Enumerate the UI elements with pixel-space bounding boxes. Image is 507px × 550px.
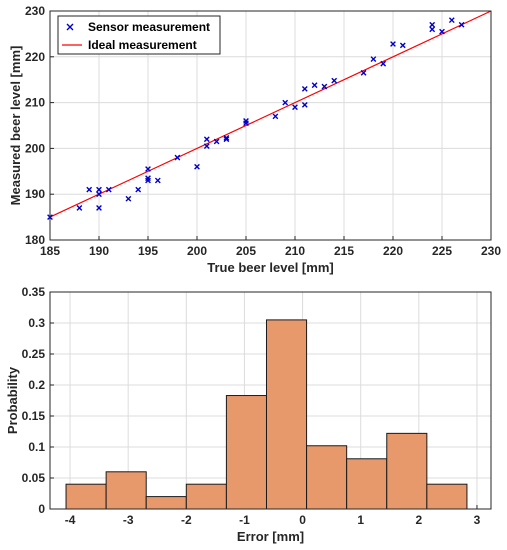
y-tick-label: 220 — [25, 50, 45, 64]
sensor-point — [448, 17, 455, 24]
y-tick-label: 0.2 — [28, 378, 45, 392]
ideal-measurement-line — [49, 10, 492, 218]
sensor-point — [154, 177, 161, 184]
y-axis-label: Probability — [5, 366, 20, 434]
plot-frame — [49, 291, 492, 510]
histogram-bar — [145, 496, 187, 510]
sensor-point — [86, 186, 93, 193]
sensor-point — [370, 56, 377, 62]
y-tick-label: 0.25 — [22, 347, 46, 361]
x-tick-label: 215 — [334, 244, 354, 258]
sensor-point — [223, 136, 230, 143]
sensor-point — [145, 166, 151, 172]
sensor-point — [282, 99, 289, 106]
sensor-point — [301, 101, 308, 108]
sensor-point — [194, 163, 200, 170]
x-tick-label: -1 — [239, 513, 250, 527]
x-tick-label: 0 — [299, 513, 306, 527]
x-tick-label: 1 — [357, 513, 364, 527]
sensor-point — [174, 154, 181, 161]
y-tick-label: 190 — [25, 187, 45, 201]
x-axis-label: Error [mm] — [237, 529, 304, 544]
sensor-point — [213, 138, 220, 145]
y-tick-label: 200 — [25, 141, 45, 155]
plot-frame — [49, 10, 492, 241]
sensor-point — [429, 26, 436, 33]
histogram-bar — [306, 445, 348, 510]
sensor-point — [76, 205, 83, 211]
histogram-bar — [426, 483, 468, 510]
x-tick-label: 210 — [285, 244, 305, 258]
y-axis-label: Measured beer level [mm] — [8, 46, 23, 206]
y-tick-label: 230 — [25, 4, 45, 18]
sensor-point — [105, 186, 112, 193]
histogram-bar — [65, 483, 107, 510]
histogram-bar — [346, 458, 388, 510]
error-histogram: -4 -3 -2 -1 0 1 2 3 0 0.05 0.1 0.15 0.2 0.25 0.3 0.35 Er… — [5, 285, 492, 544]
sensor-point — [203, 136, 210, 143]
y-tick-label: 0.15 — [22, 409, 46, 423]
y-tick-label: 0.05 — [22, 471, 46, 485]
sensor-point — [458, 21, 465, 28]
legend-box — [57, 15, 221, 55]
y-tick-label: 0.3 — [28, 316, 45, 330]
sensor-point — [96, 191, 102, 198]
sensor-point — [292, 104, 298, 111]
sensor-point — [301, 85, 308, 92]
x-tick-label: -2 — [181, 513, 192, 527]
legend-label-ideal: Ideal measurement — [88, 38, 197, 52]
sensor-point — [272, 113, 279, 120]
histogram-bar — [386, 432, 428, 510]
sensor-point — [439, 28, 445, 35]
x-tick-label: -3 — [123, 513, 134, 527]
sensor-point — [399, 42, 406, 49]
sensor-point — [321, 83, 328, 90]
x-tick-label: 200 — [187, 244, 207, 258]
sensor-point — [96, 186, 102, 193]
sensor-point — [380, 60, 387, 67]
sensor-point — [145, 177, 151, 184]
y-tick-label: 180 — [25, 233, 45, 247]
sensor-point — [203, 143, 210, 150]
scatter-plot: 185 190 195 200 205 210 215 220 225 230 180 190 200 2… — [8, 4, 501, 275]
x-tick-label: -4 — [65, 513, 76, 527]
sensor-point — [125, 195, 132, 202]
sensor-point — [96, 205, 102, 211]
y-tick-label: 210 — [25, 96, 45, 110]
y-tick-label: 0 — [38, 502, 45, 516]
sensor-point — [360, 69, 367, 76]
x-tick-label: 230 — [481, 244, 501, 258]
legend-label-sensor: Sensor measurement — [88, 20, 210, 34]
x-tick-label: 3 — [474, 513, 481, 527]
histogram-bar — [185, 483, 227, 510]
y-tick-label: 0.35 — [22, 285, 46, 299]
x-axis-label: True beer level [mm] — [207, 260, 333, 275]
x-tick-label: 2 — [415, 513, 422, 527]
sensor-point — [331, 77, 338, 84]
sensor-point — [429, 21, 436, 28]
sensor-point — [135, 186, 142, 193]
sensor-point — [223, 134, 230, 141]
legend-marker-sensor — [66, 23, 74, 31]
x-tick-label: 220 — [383, 244, 403, 258]
histogram-bar — [225, 395, 267, 510]
x-tick-label: 205 — [236, 244, 256, 258]
x-tick-label: 225 — [432, 244, 452, 258]
histogram-bar — [265, 319, 308, 510]
x-tick-label: 190 — [89, 244, 109, 258]
histogram-bar — [105, 471, 147, 510]
sensor-point — [390, 41, 396, 47]
x-tick-label: 195 — [138, 244, 158, 258]
y-tick-label: 0.1 — [28, 440, 45, 454]
sensor-point — [311, 82, 318, 89]
x-tick-label: 185 — [40, 244, 60, 258]
sensor-point — [243, 118, 249, 124]
